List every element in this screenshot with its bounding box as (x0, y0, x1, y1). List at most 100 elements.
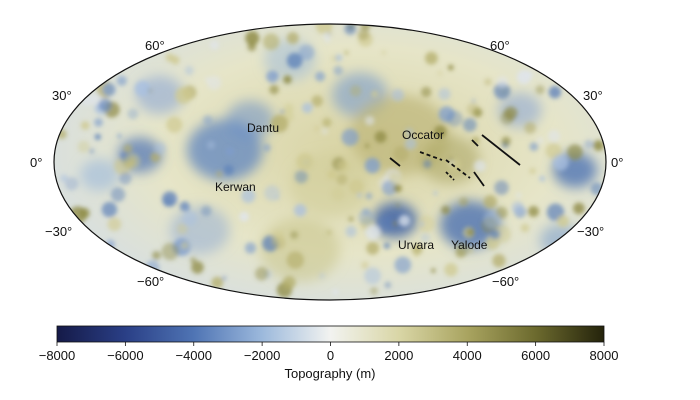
crater-texture (447, 64, 454, 71)
crater-texture (473, 160, 486, 173)
crater-texture (485, 235, 500, 250)
crater-texture (264, 185, 280, 202)
crater-texture (341, 128, 359, 146)
crater-texture (337, 160, 351, 173)
crater-texture (89, 148, 95, 154)
crater-texture (315, 71, 326, 82)
crater-texture (322, 117, 332, 128)
crater-texture (254, 266, 269, 281)
crater-texture (69, 206, 87, 224)
feature-label-yalode: Yalode (451, 238, 488, 252)
crater-texture (269, 84, 279, 95)
crater-texture (344, 24, 357, 35)
terrain-region (80, 159, 120, 191)
crater-texture (110, 187, 126, 202)
crater-texture (357, 192, 362, 198)
crater-texture (545, 142, 562, 159)
crater-texture (358, 209, 375, 226)
lat-label-right-0: 0° (611, 155, 623, 170)
crater-texture (365, 224, 381, 240)
crater-texture (336, 173, 348, 185)
crater-texture (573, 202, 585, 215)
crater-texture (364, 267, 381, 285)
colorbar-tick-label: 6000 (521, 348, 550, 363)
crater-texture (547, 129, 561, 143)
crater-texture (94, 118, 103, 127)
crater-texture (438, 88, 451, 101)
crater-texture (314, 125, 320, 131)
crater-texture (127, 108, 139, 120)
crater-texture (344, 50, 349, 55)
crater-texture (535, 85, 545, 95)
crater-texture (492, 254, 506, 268)
terrain-region (226, 100, 274, 140)
crater-texture (493, 82, 511, 100)
crater-texture (170, 55, 180, 65)
colorbar: −8000 −6000 −4000 −2000 0 2000 4000 6000 8000 To… (39, 325, 618, 381)
crater-texture (360, 24, 371, 31)
colorbar-ticks: −8000 −6000 −4000 −2000 0 2000 4000 6000 8000 (39, 342, 618, 363)
crater-texture (504, 106, 518, 121)
crater-texture (494, 180, 509, 195)
crater-texture (183, 204, 191, 212)
crater-texture (468, 248, 474, 254)
crater-texture (207, 75, 222, 90)
crater-texture (515, 192, 522, 199)
crater-texture (433, 191, 438, 196)
lat-label-right-60: 60° (490, 38, 510, 53)
crater-texture (101, 201, 118, 218)
crater-texture (437, 70, 443, 76)
colorbar-title: Topography (m) (284, 366, 375, 381)
crater-texture (381, 50, 387, 55)
crater-texture (273, 72, 278, 78)
crater-texture (117, 133, 122, 139)
crater-texture (270, 114, 289, 133)
crater-texture (392, 220, 399, 227)
crater-texture (286, 251, 304, 269)
crater-texture (520, 223, 530, 233)
lat-label-left-60: 60° (145, 38, 165, 53)
feature-labels: Dantu Occator Kerwan Urvara Yalode (215, 121, 488, 252)
crater-texture (321, 128, 328, 135)
crater-texture (584, 139, 594, 149)
crater-texture (449, 160, 455, 165)
crater-texture (391, 88, 405, 102)
crater-texture (298, 44, 315, 61)
crater-texture (394, 256, 412, 274)
colorbar-tick-label: 2000 (384, 348, 413, 363)
crater-texture (154, 142, 167, 155)
crater-texture (388, 172, 402, 186)
crater-texture (282, 276, 296, 290)
lat-label-left-0: 0° (30, 155, 42, 170)
crater-texture (201, 205, 212, 217)
crater-texture (462, 118, 477, 132)
crater-texture (371, 90, 379, 98)
crater-texture (466, 103, 480, 116)
crater-texture (548, 86, 562, 99)
fault-lines (389, 134, 521, 187)
crater-texture (54, 166, 58, 171)
crater-texture (328, 170, 335, 177)
crater-texture (107, 217, 122, 231)
crater-texture (94, 133, 101, 140)
crater-texture (290, 231, 299, 239)
colorbar-tick-label: −6000 (107, 348, 144, 363)
crater-texture (205, 77, 210, 82)
crater-texture (357, 28, 370, 41)
crater-texture (567, 144, 583, 160)
crater-texture (348, 216, 354, 222)
crater-texture (419, 222, 424, 227)
crater-texture (484, 78, 492, 86)
crater-texture (348, 179, 364, 195)
crater-texture (423, 159, 432, 169)
crater-texture (206, 140, 216, 150)
colorbar-ramp (56, 325, 605, 343)
crater-texture (483, 195, 497, 209)
crater-texture (417, 215, 435, 233)
crater-texture (593, 140, 604, 151)
crater-texture (377, 215, 394, 233)
crater-texture (393, 146, 409, 162)
crater-texture (64, 177, 79, 191)
crater-texture (80, 121, 90, 130)
lat-label-right-minus30: −30° (577, 224, 604, 239)
